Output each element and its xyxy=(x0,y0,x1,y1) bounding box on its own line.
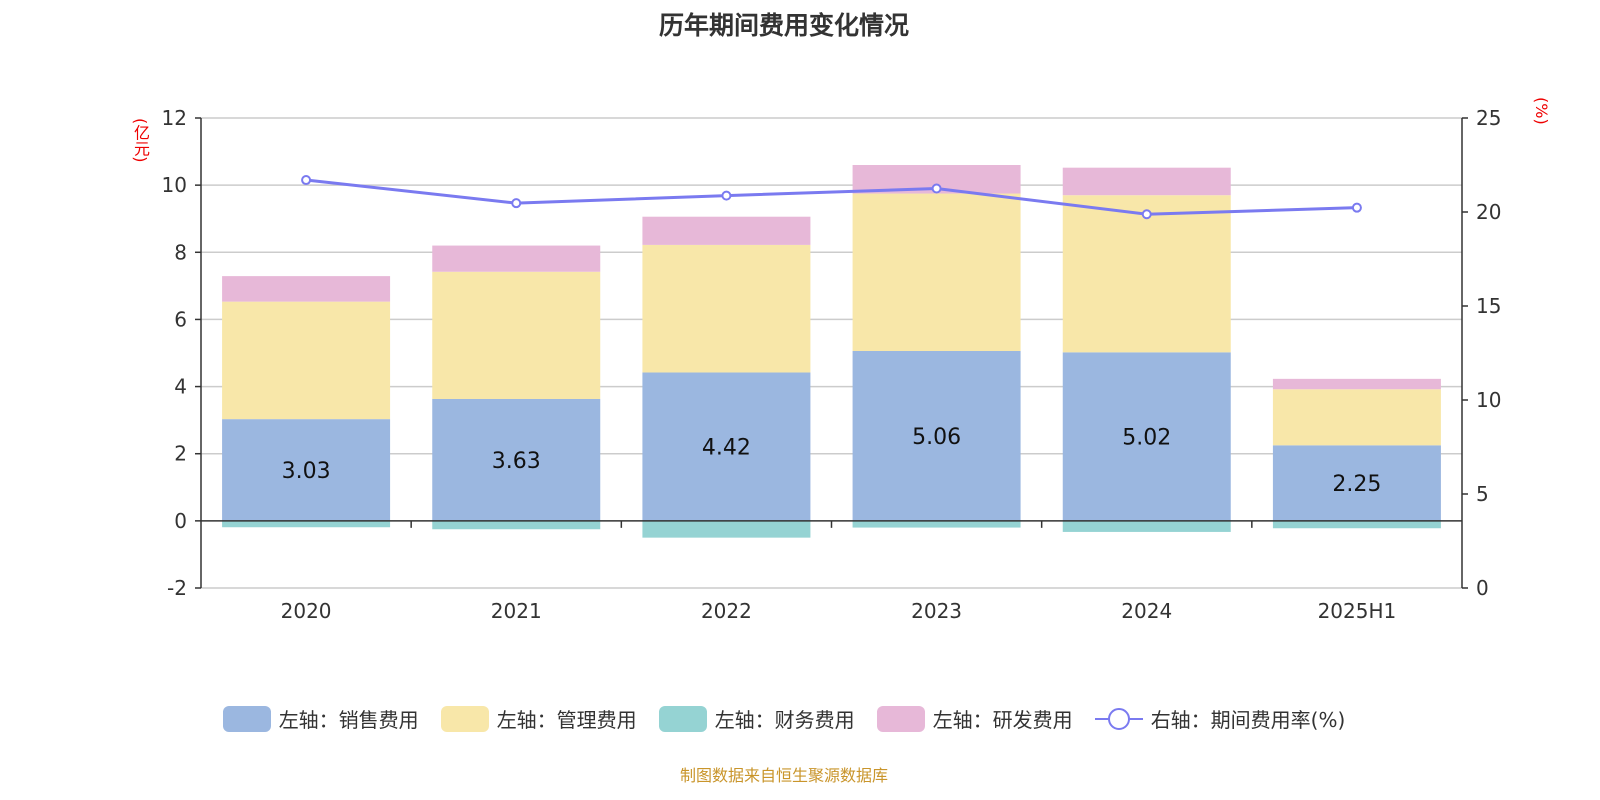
bar-segment xyxy=(1272,378,1441,390)
x-tick-label: 2024 xyxy=(1121,599,1172,623)
bar-segment xyxy=(1062,520,1231,532)
legend-label: 左轴：管理费用 xyxy=(496,708,637,732)
left-tick-label: 4 xyxy=(174,375,187,399)
expense-rate-point xyxy=(721,190,732,201)
expense-rate-point xyxy=(1141,209,1152,220)
legend-swatch xyxy=(440,705,489,732)
legend-label: 右轴：期间费用率(%) xyxy=(1150,708,1346,732)
bar-segment xyxy=(222,520,391,528)
left-axis-unit: (亿元) xyxy=(131,118,150,163)
bar-segment xyxy=(1272,389,1441,446)
legend-item-rnd[interactable]: 左轴：研发费用 xyxy=(876,704,1073,733)
left-tick-label: 6 xyxy=(174,307,187,331)
legend-label: 左轴：研发费用 xyxy=(932,708,1073,732)
bar-value-label: 4.42 xyxy=(702,436,751,461)
bar-segment xyxy=(222,276,391,302)
bar-segment xyxy=(1062,195,1231,353)
legend-swatch xyxy=(658,705,707,732)
legend-item-sales[interactable]: 左轴：销售费用 xyxy=(222,704,419,733)
chart-title: 历年期间费用变化情况 xyxy=(658,11,909,40)
x-tick-label: 2021 xyxy=(491,599,542,623)
left-tick-label: 0 xyxy=(174,509,187,533)
expense-rate-point xyxy=(301,175,312,186)
bar-segment xyxy=(852,193,1021,351)
legend-label: 左轴：销售费用 xyxy=(278,708,419,732)
chart-plot: -2 0 2 4 6 8 10 12 0 5 10 15 20 25 3.03 2020 3.63 2021 4.4… xyxy=(162,106,1502,623)
bar-segment xyxy=(432,245,601,272)
left-tick-label: 8 xyxy=(174,240,187,264)
expense-rate-line xyxy=(305,178,1357,216)
bar-value-label: 5.06 xyxy=(912,425,961,450)
legend-item-finance[interactable]: 左轴：财务费用 xyxy=(658,704,855,733)
legend-line-icon xyxy=(1094,706,1143,732)
x-tick-label: 2020 xyxy=(281,599,332,623)
legend: 左轴：销售费用 左轴：管理费用 左轴：财务费用 左轴：研发费用 右轴：期间费用率… xyxy=(0,704,1568,733)
left-tick-label: 2 xyxy=(174,442,187,466)
right-tick-label: 20 xyxy=(1476,200,1501,224)
x-tick-label: 2025H1 xyxy=(1318,599,1397,623)
bar-segment xyxy=(1062,352,1231,521)
left-tick-label: -2 xyxy=(167,576,187,600)
bar-value-label: 5.02 xyxy=(1122,426,1171,451)
right-tick-label: 0 xyxy=(1476,576,1489,600)
bar-segment xyxy=(642,520,811,538)
bar-segment xyxy=(222,301,391,420)
bar-segment xyxy=(432,520,601,530)
bar-value-label: 2.25 xyxy=(1332,472,1381,497)
right-tick-label: 25 xyxy=(1476,106,1501,130)
bar-segment xyxy=(222,419,391,521)
bar-value-label: 3.03 xyxy=(282,459,331,484)
x-tick-label: 2023 xyxy=(911,599,962,623)
expense-rate-point xyxy=(931,183,942,194)
expense-rate-point xyxy=(1351,202,1362,213)
bar-segment xyxy=(1062,167,1231,196)
legend-swatch xyxy=(222,705,271,732)
legend-item-admin[interactable]: 左轴：管理费用 xyxy=(440,704,637,733)
bar-segment xyxy=(432,398,601,521)
left-tick-label: 12 xyxy=(162,106,187,130)
bar-segment xyxy=(1272,520,1441,529)
right-axis-unit: (%) xyxy=(1532,97,1551,125)
bar-value-label: 3.63 xyxy=(492,449,541,474)
bar-segment xyxy=(852,350,1021,521)
legend-swatch xyxy=(876,705,925,732)
expense-rate-point xyxy=(511,198,522,209)
left-tick-label: 10 xyxy=(162,173,187,197)
right-tick-label: 5 xyxy=(1476,482,1489,506)
legend-item-expense-rate[interactable]: 右轴：期间费用率(%) xyxy=(1094,704,1346,733)
right-tick-label: 15 xyxy=(1476,294,1501,318)
legend-label: 左轴：财务费用 xyxy=(714,708,855,732)
data-source-note: 制图数据来自恒生聚源数据库 xyxy=(679,766,888,785)
bar-segment xyxy=(642,244,811,373)
x-tick-label: 2022 xyxy=(701,599,752,623)
bar-segment xyxy=(1272,445,1441,521)
bar-segment xyxy=(642,372,811,521)
bar-segment xyxy=(432,271,601,399)
bar-segment xyxy=(642,216,811,245)
bar-segment xyxy=(852,520,1021,528)
right-tick-label: 10 xyxy=(1476,388,1501,412)
